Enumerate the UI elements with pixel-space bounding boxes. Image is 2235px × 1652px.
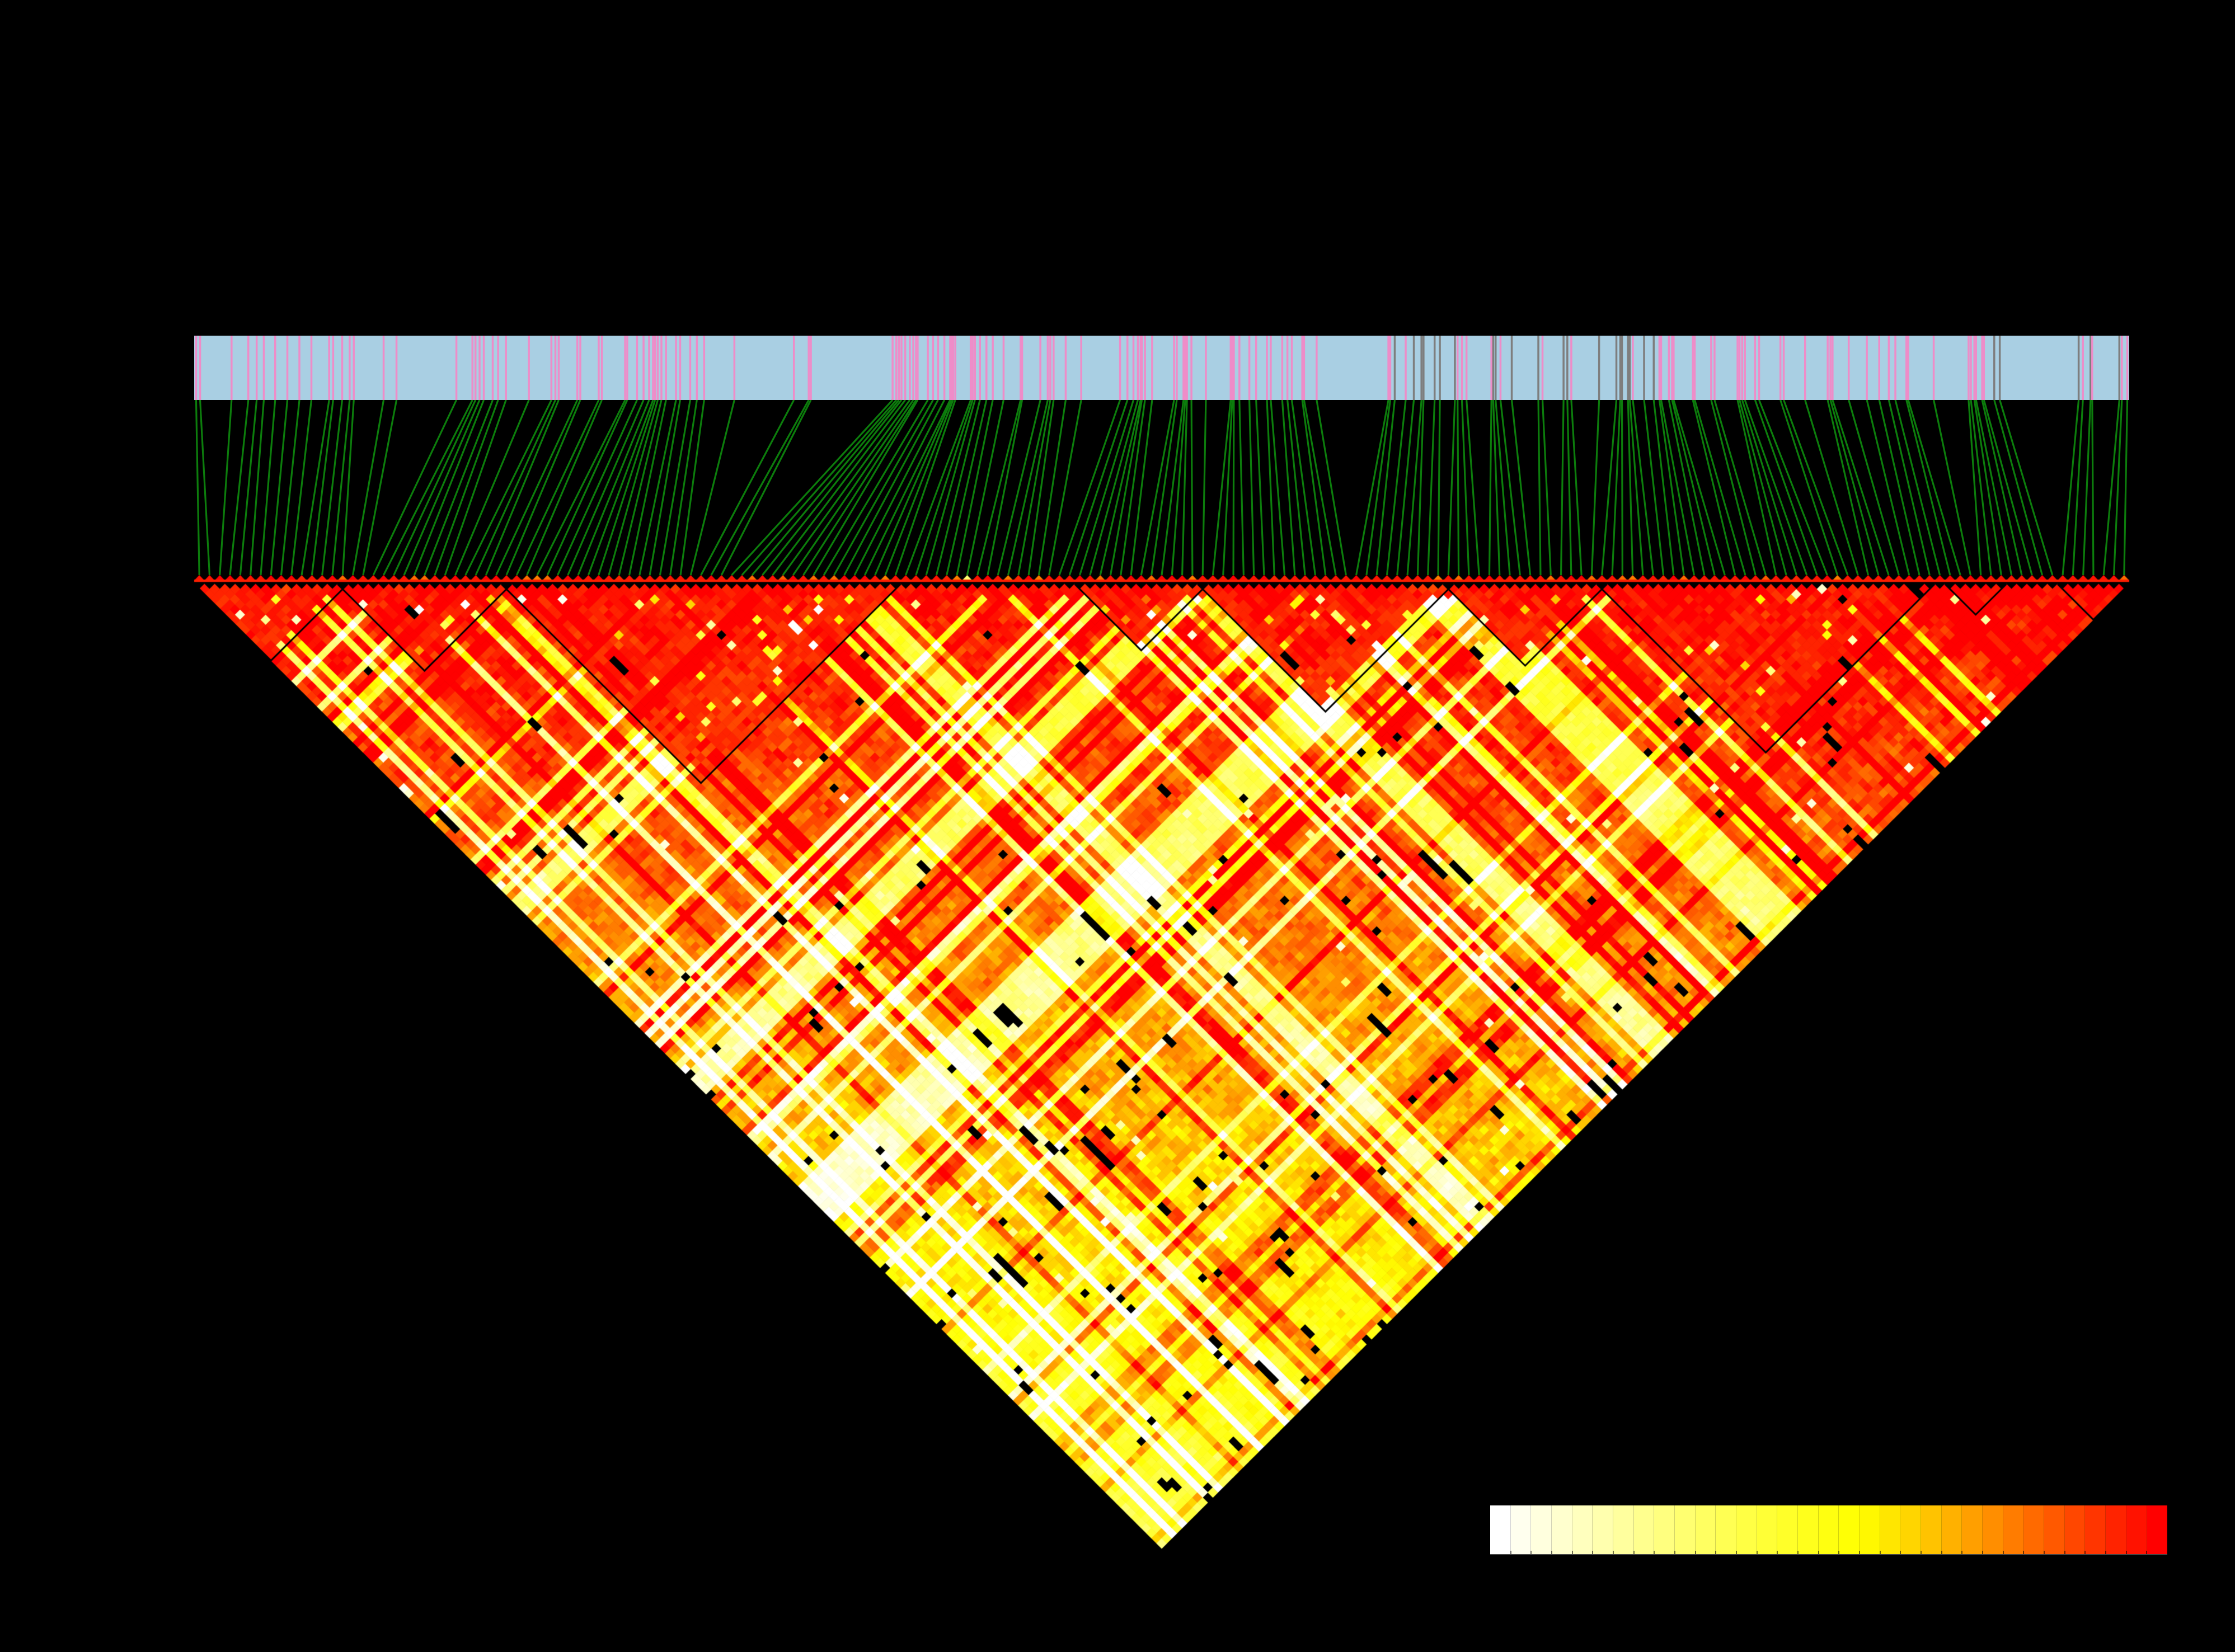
color-scale-tick	[1921, 1551, 1922, 1554]
color-scale-step	[2147, 1505, 2168, 1554]
color-scale-step	[1552, 1505, 1572, 1554]
color-scale-tick	[2023, 1551, 2025, 1554]
color-scale-step	[1983, 1505, 2003, 1554]
color-scale-step	[1716, 1505, 1737, 1554]
color-scale-tick	[1756, 1551, 1758, 1554]
color-scale-step	[1757, 1505, 1778, 1554]
color-scale-step	[1675, 1505, 1696, 1554]
color-scale-tick	[1694, 1551, 1696, 1554]
color-scale-step	[1900, 1505, 1922, 1554]
color-scale-step	[1921, 1505, 1942, 1554]
color-scale-tick	[1777, 1551, 1778, 1554]
color-scale-step	[2044, 1505, 2065, 1554]
color-scale-step	[1613, 1505, 1634, 1554]
color-scale-tick	[1900, 1551, 1901, 1554]
color-scale-step	[1839, 1505, 1860, 1554]
color-scale-step	[1736, 1505, 1757, 1554]
color-scale-tick	[1613, 1551, 1614, 1554]
color-scale-step	[2003, 1505, 2024, 1554]
color-scale-tick	[2105, 1551, 2106, 1554]
color-scale-step	[2126, 1505, 2147, 1554]
color-scale-step	[1633, 1505, 1655, 1554]
color-scale-legend	[1490, 1505, 2168, 1555]
color-scale-tick	[1838, 1551, 1840, 1554]
color-scale-step	[2106, 1505, 2126, 1554]
color-scale-step	[1654, 1505, 1675, 1554]
color-scale-step	[1531, 1505, 1552, 1554]
color-scale-step	[2085, 1505, 2106, 1554]
color-scale-step	[1695, 1505, 1716, 1554]
color-scale-tick	[1633, 1551, 1635, 1554]
color-scale-tick	[1961, 1551, 1963, 1554]
color-scale-step	[1572, 1505, 1593, 1554]
color-scale-tick	[1818, 1551, 1819, 1554]
color-scale-tick	[2002, 1551, 2004, 1554]
color-scale-tick	[1859, 1551, 1860, 1554]
color-scale-step	[1880, 1505, 1901, 1554]
color-scale-step	[1593, 1505, 1614, 1554]
color-scale-step	[1798, 1505, 1819, 1554]
color-scale-tick	[2084, 1551, 2086, 1554]
color-scale-tick	[1879, 1551, 1881, 1554]
color-scale-tick	[1571, 1551, 1573, 1554]
color-scale-step	[1941, 1505, 1962, 1554]
color-scale-tick	[1654, 1551, 1655, 1554]
color-scale-step	[1860, 1505, 1880, 1554]
color-scale-step	[1962, 1505, 1983, 1554]
color-scale-tick	[1510, 1551, 1511, 1554]
color-scale-tick	[1715, 1551, 1717, 1554]
color-scale-tick	[1674, 1551, 1675, 1554]
color-scale-step	[1510, 1505, 1532, 1554]
color-scale-step	[2023, 1505, 2045, 1554]
color-scale-step	[1777, 1505, 1799, 1554]
color-scale-tick	[1592, 1551, 1594, 1554]
color-scale-tick	[1941, 1551, 1942, 1554]
color-scale-step	[1818, 1505, 1839, 1554]
color-scale-step	[1490, 1505, 1511, 1554]
color-scale-tick	[1551, 1551, 1552, 1554]
color-scale-tick	[2146, 1551, 2148, 1554]
color-scale-tick	[2064, 1551, 2065, 1554]
color-scale-tick	[1797, 1551, 1799, 1554]
color-scale-step	[2064, 1505, 2086, 1554]
color-scale-tick	[1530, 1551, 1532, 1554]
color-scale-tick	[1982, 1551, 1983, 1554]
color-scale-tick	[2125, 1551, 2127, 1554]
color-scale-tick	[1736, 1551, 1737, 1554]
color-scale-tick	[2044, 1551, 2045, 1554]
